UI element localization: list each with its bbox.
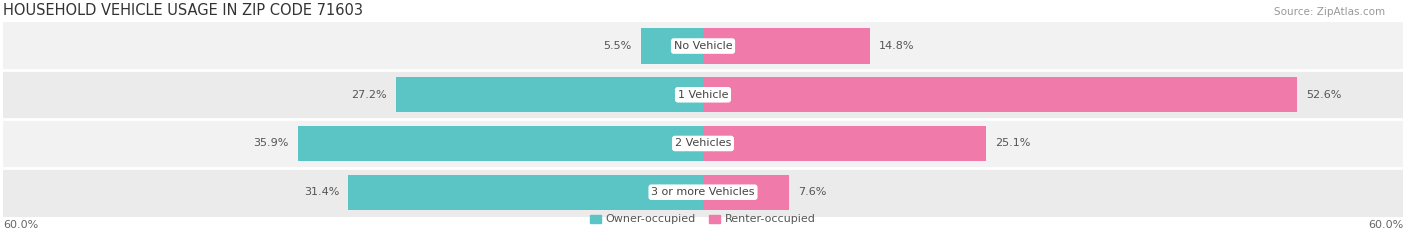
Bar [3,70,1403,119]
Text: Source: ZipAtlas.com: Source: ZipAtlas.com [1274,7,1385,17]
Bar [349,175,703,210]
Text: No Vehicle: No Vehicle [673,41,733,51]
Text: 35.9%: 35.9% [253,138,288,148]
Text: 2 Vehicles: 2 Vehicles [675,138,731,148]
Text: 25.1%: 25.1% [995,138,1031,148]
Text: 52.6%: 52.6% [1306,90,1341,100]
Bar [3,22,1403,70]
Text: 27.2%: 27.2% [352,90,387,100]
Text: 14.8%: 14.8% [879,41,915,51]
Text: 60.0%: 60.0% [1368,220,1403,230]
Text: 7.6%: 7.6% [797,187,827,197]
Text: 3 or more Vehicles: 3 or more Vehicles [651,187,755,197]
Text: 1 Vehicle: 1 Vehicle [678,90,728,100]
Legend: Owner-occupied, Renter-occupied: Owner-occupied, Renter-occupied [586,210,820,229]
Bar [703,175,789,210]
Bar [703,28,870,64]
Text: 31.4%: 31.4% [304,187,339,197]
Bar [3,119,1403,168]
Bar [703,126,987,161]
Bar [703,77,1298,112]
Bar [641,28,703,64]
Bar [396,77,703,112]
Bar [298,126,703,161]
Text: 60.0%: 60.0% [3,220,38,230]
Bar [3,168,1403,217]
Text: HOUSEHOLD VEHICLE USAGE IN ZIP CODE 71603: HOUSEHOLD VEHICLE USAGE IN ZIP CODE 7160… [3,3,363,18]
Text: 5.5%: 5.5% [603,41,631,51]
